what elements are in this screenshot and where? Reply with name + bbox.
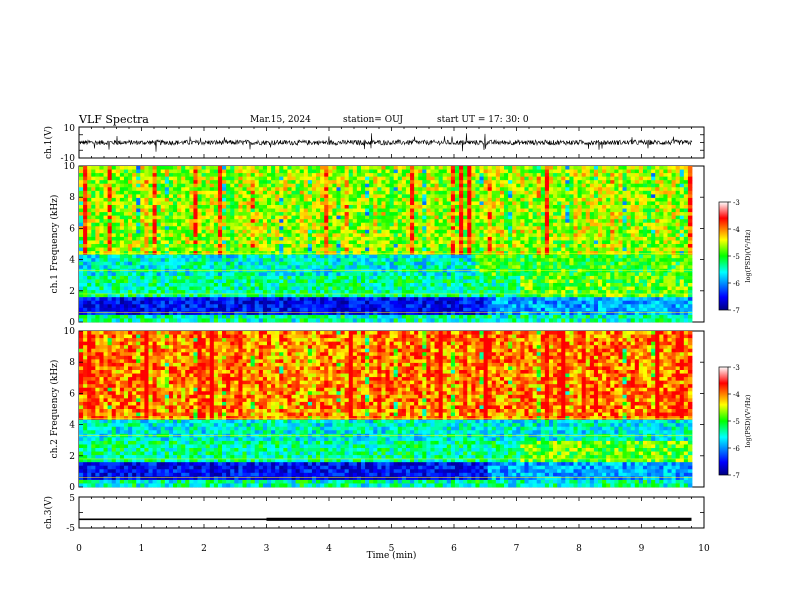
ch1-spectrogram-panel: 0 2 4 6 8 10 ch.1 Frequency (kHz)	[49, 162, 705, 328]
colorbar-tick-label: -3	[733, 364, 740, 372]
y-tick-label: 2	[69, 287, 75, 297]
y-tick-label: 8	[69, 193, 75, 203]
station-label: station= OUJ	[343, 115, 404, 125]
y-tick-label: 0	[69, 483, 75, 493]
x-tick-label: 5	[389, 544, 395, 554]
ch3-frame	[78, 496, 705, 529]
start-time-label: start UT = 17: 30: 0	[437, 115, 529, 125]
ch2-spectrogram-cells	[79, 331, 693, 488]
y-axis-label: ch.3(V)	[43, 496, 54, 529]
y-tick-label: -5	[66, 524, 75, 534]
y-tick-label: 10	[64, 124, 76, 134]
x-tick-label: 8	[576, 544, 582, 554]
x-axis-label: Time (min)	[367, 550, 417, 561]
ch1-waveform-panel: 10 -10 ch.1(V)	[43, 124, 705, 164]
colorbar-tick-label: -6	[733, 445, 740, 453]
ch3-waveform-panel: 5 -5 ch.3(V)	[43, 494, 705, 534]
colorbar-tick-label: -6	[733, 280, 740, 288]
colorbar-tick-label: -7	[733, 307, 740, 315]
y-tick-label: 4	[69, 256, 75, 266]
x-tick-label: 10	[698, 544, 710, 554]
ch2-spectrogram-panel: 0 2 4 6 8 10 ch.2 Frequency (kHz)	[49, 327, 705, 493]
y-axis-label: ch.1(V)	[43, 126, 54, 159]
x-tick-label: 1	[139, 544, 145, 554]
ch1-colorbar: -3 -4 -5 -6 -7 log(PSD)(V²/Hz)	[718, 199, 752, 315]
chart-title: VLF Spectra	[79, 113, 149, 126]
ch2-colorbar: -3 -4 -5 -6 -7 log(PSD)(V²/Hz)	[718, 364, 752, 480]
y-tick-label: 5	[69, 494, 75, 504]
y-axis-label: ch.2 Frequency (kHz)	[49, 360, 60, 459]
colorbar-tick-label: -4	[733, 391, 740, 399]
x-tick-label: 3	[264, 544, 270, 554]
y-tick-label: 4	[69, 421, 75, 431]
y-tick-label: 2	[69, 452, 75, 462]
time-axis: 0 1 2 3 4 5 6 7 8 9 10 Time (min)	[76, 544, 710, 561]
x-tick-label: 2	[201, 544, 207, 554]
y-tick-label: 0	[69, 318, 75, 328]
colorbar-tick-label: -5	[733, 253, 740, 261]
x-tick-label: 4	[326, 544, 332, 554]
colorbar-label: log(PSD)(V²/Hz)	[744, 394, 752, 447]
y-tick-label: 6	[69, 224, 75, 234]
colorbar-tick-label: -3	[733, 199, 740, 207]
date-label: Mar.15, 2024	[250, 115, 311, 125]
x-tick-label: 0	[76, 544, 82, 554]
y-tick-label: -10	[61, 154, 76, 164]
colorbar-tick-label: -7	[733, 472, 740, 480]
colorbar-tick-label: -4	[733, 226, 740, 234]
colorbar-scale	[718, 201, 729, 311]
x-tick-label: 7	[514, 544, 520, 554]
y-tick-label: 6	[69, 389, 75, 399]
y-tick-label: 8	[69, 358, 75, 368]
x-tick-label: 9	[639, 544, 645, 554]
ch1-trace	[78, 133, 693, 152]
y-axis-label: ch.1 Frequency (kHz)	[49, 195, 60, 294]
colorbar-label: log(PSD)(V²/Hz)	[744, 229, 752, 282]
ch1-spectrogram-cells	[79, 166, 693, 323]
y-tick-label: 10	[64, 162, 76, 172]
colorbar-scale	[718, 366, 729, 476]
y-tick-label: 10	[64, 327, 76, 337]
x-tick-label: 6	[451, 544, 457, 554]
colorbar-tick-label: -5	[733, 418, 740, 426]
